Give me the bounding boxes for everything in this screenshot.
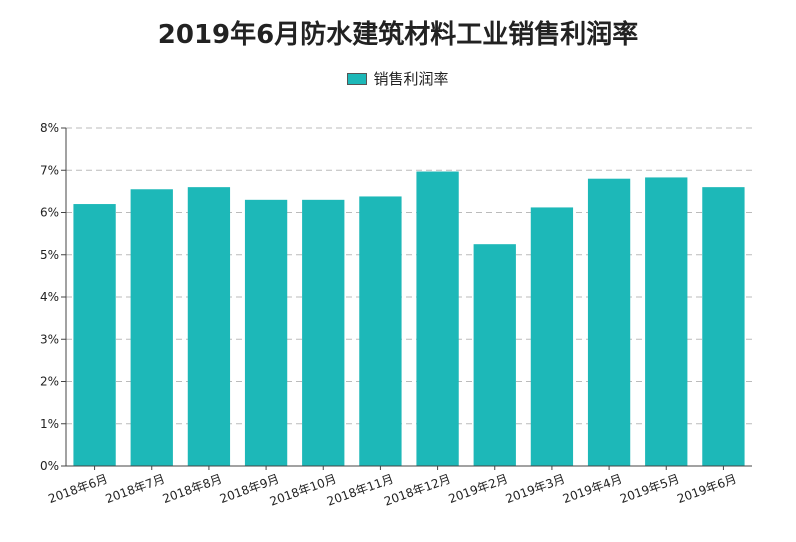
y-tick-label: 5% bbox=[40, 248, 59, 262]
x-tick-label: 2019年3月 bbox=[504, 472, 567, 506]
x-tick-label: 2018年7月 bbox=[104, 472, 167, 506]
y-tick-label: 0% bbox=[40, 459, 59, 473]
x-tick-label: 2019年6月 bbox=[675, 472, 738, 506]
legend: 销售利润率 bbox=[0, 68, 796, 89]
bar bbox=[244, 199, 288, 466]
y-tick-label: 2% bbox=[40, 375, 59, 389]
y-tick-label: 6% bbox=[40, 206, 59, 220]
y-tick-label: 8% bbox=[40, 121, 59, 135]
x-tick-label: 2019年2月 bbox=[447, 472, 510, 506]
legend-swatch bbox=[347, 72, 368, 85]
bar bbox=[530, 207, 574, 466]
bar bbox=[587, 178, 631, 466]
y-tick-label: 7% bbox=[40, 163, 59, 177]
x-tick-label: 2018年12月 bbox=[382, 472, 452, 509]
x-tick-label: 2019年5月 bbox=[618, 472, 681, 506]
bar bbox=[645, 177, 688, 466]
y-tick-label: 3% bbox=[40, 332, 59, 346]
bar-layer bbox=[73, 171, 745, 467]
x-tick-label: 2019年4月 bbox=[561, 472, 624, 506]
y-tick-label: 1% bbox=[40, 417, 59, 431]
legend-label: 销售利润率 bbox=[373, 70, 449, 88]
bar bbox=[187, 187, 231, 466]
bar bbox=[702, 187, 745, 466]
bar bbox=[473, 244, 516, 466]
bar bbox=[416, 171, 459, 466]
bar bbox=[359, 196, 402, 466]
x-tick-label: 2018年6月 bbox=[46, 472, 109, 506]
bar bbox=[73, 204, 116, 467]
x-tick-label: 2018年8月 bbox=[161, 472, 224, 506]
chart-title: 2019年6月防水建筑材料工业销售利润率 bbox=[157, 20, 639, 50]
bar bbox=[130, 189, 173, 466]
grid-layer bbox=[66, 127, 752, 425]
bar bbox=[302, 199, 345, 466]
y-tick-label: 4% bbox=[40, 290, 59, 304]
